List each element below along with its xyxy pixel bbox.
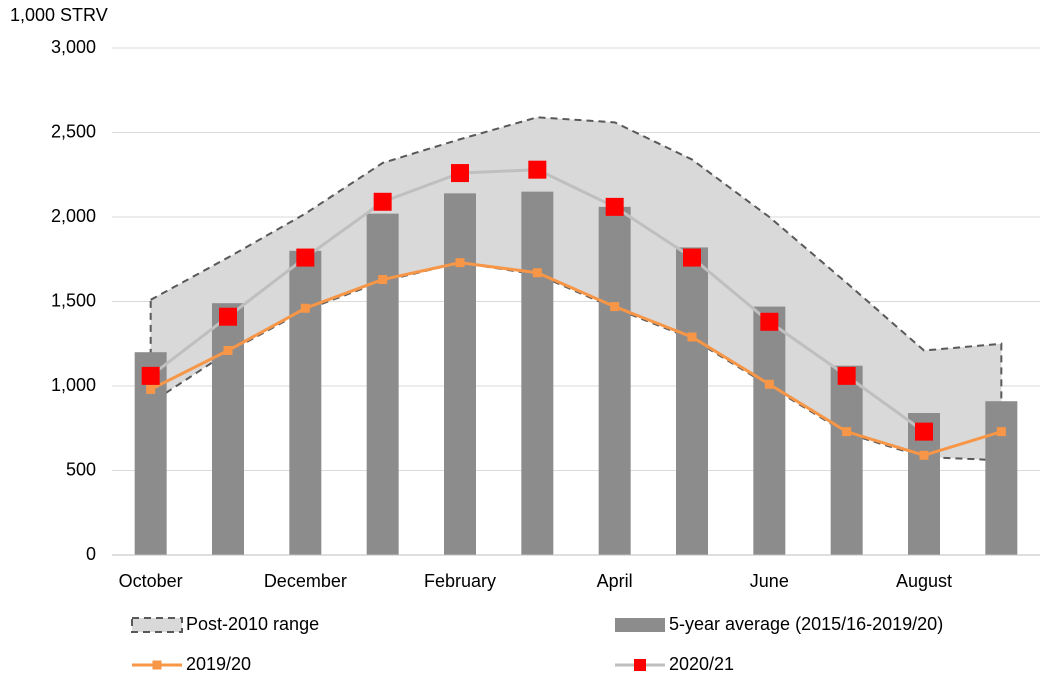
marker (605, 197, 624, 216)
x-tick-label: August (896, 571, 952, 591)
y-tick-label: 1,000 (51, 375, 96, 395)
bar (366, 213, 399, 555)
marker (915, 422, 933, 441)
y-tick-label: 1,500 (51, 290, 96, 310)
marker (764, 379, 774, 389)
x-tick-label: April (597, 571, 633, 591)
x-tick-label: February (424, 571, 496, 591)
marker (219, 307, 237, 326)
marker (842, 427, 852, 437)
marker (610, 302, 620, 312)
y-tick-label: 0 (86, 544, 96, 564)
legend-label: 5-year average (2015/16-2019/20) (669, 614, 943, 634)
bar (212, 303, 244, 555)
bar (289, 250, 322, 556)
bar (753, 306, 786, 555)
marker (296, 248, 315, 267)
marker (528, 160, 547, 179)
bar (676, 247, 708, 556)
marker (451, 164, 469, 183)
marker (760, 312, 779, 331)
bar (444, 193, 476, 555)
y-tick-label: 2,500 (51, 121, 96, 141)
line (149, 261, 1002, 457)
marker (919, 450, 929, 460)
marker (300, 303, 310, 313)
y-tick-label: 500 (66, 459, 96, 479)
x-tick-label: December (264, 571, 347, 591)
marker (532, 268, 542, 278)
y-tick-label: 2,000 (51, 206, 96, 226)
legend-label: 2019/20 (186, 654, 251, 674)
bar (521, 191, 554, 555)
legend-swatch (634, 659, 646, 671)
bar (985, 401, 1018, 555)
marker (455, 258, 465, 268)
marker (223, 346, 233, 356)
marker (683, 248, 701, 267)
marker (837, 366, 856, 385)
marker (141, 366, 160, 385)
legend-label: Post-2010 range (186, 614, 319, 634)
marker (687, 332, 697, 342)
legend-label: 2020/21 (669, 654, 734, 674)
bar (830, 365, 863, 555)
x-tick-label: June (750, 571, 789, 591)
marker (378, 275, 388, 285)
y-axis-label: 1,000 STRV (10, 5, 108, 25)
legend-swatch (152, 660, 162, 670)
x-tick-label: October (119, 571, 183, 591)
marker (373, 192, 392, 211)
y-tick-label: 3,000 (51, 37, 96, 57)
marker (996, 427, 1006, 437)
marker (146, 384, 156, 394)
bar (598, 206, 631, 556)
legend-swatch (615, 618, 665, 632)
legend-swatch (131, 617, 183, 633)
